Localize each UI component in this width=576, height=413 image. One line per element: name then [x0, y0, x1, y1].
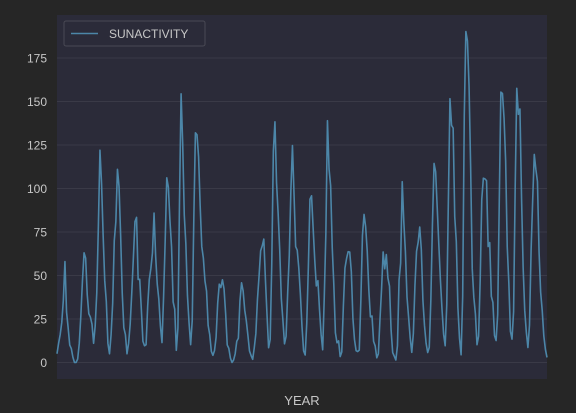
- x-axis-label: YEAR: [284, 393, 319, 408]
- y-tick-label-150: 150: [27, 95, 47, 109]
- legend-label-sunactivity: SUNACTIVITY: [109, 27, 188, 41]
- y-tick-label-0: 0: [40, 356, 47, 370]
- y-tick-labels: 0 25 50 75 100 125 150 175: [27, 51, 47, 369]
- y-tick-label-25: 25: [34, 312, 48, 326]
- y-tick-label-100: 100: [27, 182, 47, 196]
- y-tick-label-175: 175: [27, 51, 47, 65]
- legend: SUNACTIVITY: [63, 20, 206, 47]
- legend-box: [63, 20, 206, 47]
- y-tick-label-125: 125: [27, 138, 47, 152]
- series-line-sunactivity: [56, 30, 548, 364]
- series-layer: [56, 30, 548, 364]
- y-tick-label-50: 50: [34, 269, 48, 283]
- y-tick-label-75: 75: [34, 225, 48, 239]
